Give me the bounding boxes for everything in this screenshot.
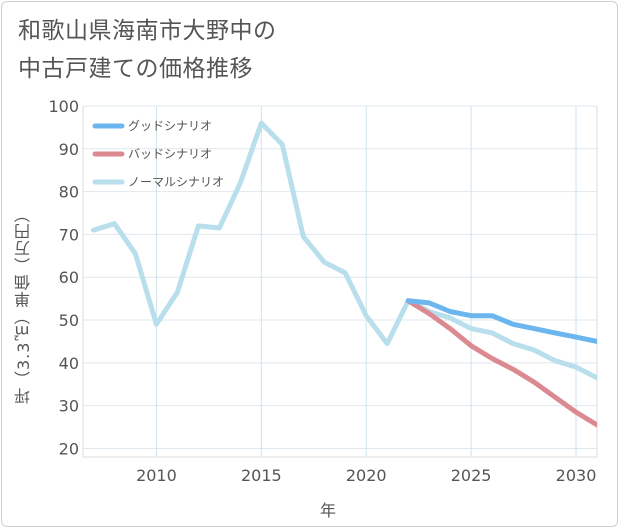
x-tick-label: 2025: [451, 466, 492, 485]
y-tick-label: 30: [59, 397, 79, 416]
x-axis-label: 年: [320, 501, 337, 520]
y-tick-label: 90: [59, 140, 79, 159]
title-line-2: 中古戸建ての価格推移: [18, 56, 253, 82]
y-tick-label: 80: [59, 183, 79, 202]
x-tick-label: 2010: [136, 466, 177, 485]
y-tick-label: 60: [59, 268, 79, 287]
series-line-normal: [91, 120, 597, 381]
x-tick-label: 2015: [241, 466, 282, 485]
y-tick-label: 20: [59, 439, 79, 458]
y-tick-label: 50: [59, 311, 79, 330]
y-tick-label: 70: [59, 225, 79, 244]
grid-lines: [82, 105, 598, 458]
series-lines: [91, 120, 597, 428]
x-tick-label: 2020: [346, 466, 387, 485]
y-tick-label: 100: [48, 97, 79, 116]
chart-title: 和歌山県海南市大野中の 中古戸建ての価格推移: [18, 12, 277, 88]
series-line-bad: [405, 298, 597, 428]
x-tick-label: 2030: [556, 466, 597, 485]
y-tick-label: 40: [59, 354, 79, 373]
title-line-1: 和歌山県海南市大野中の: [18, 18, 277, 44]
legend-label-bad: バッドシナリオ: [128, 147, 212, 161]
series-line-good: [405, 298, 597, 344]
legend-label-good: グッドシナリオ: [128, 119, 212, 133]
legend-label-normal: ノーマルシナリオ: [128, 175, 224, 189]
